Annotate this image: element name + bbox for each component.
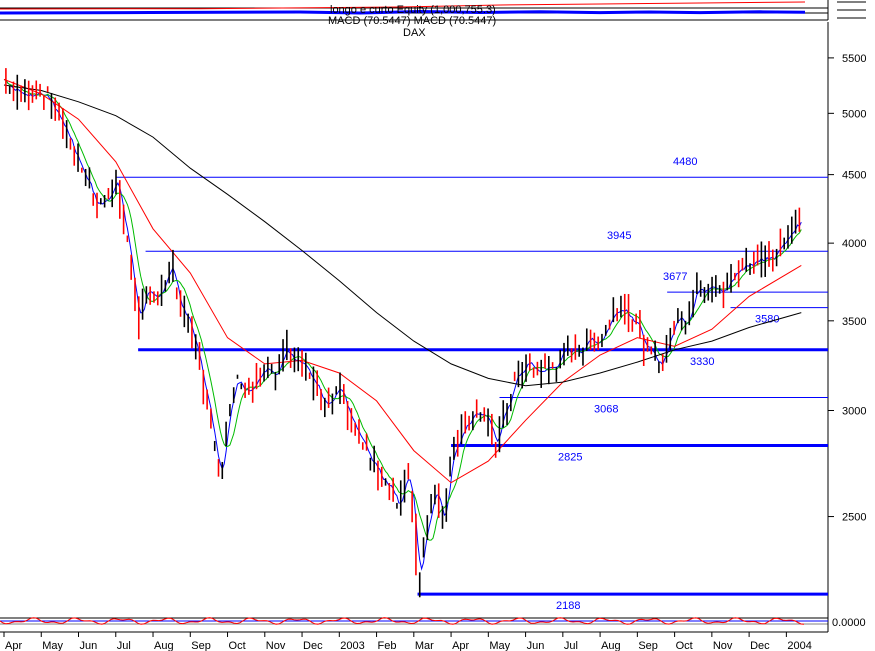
y-tick-label: 3000 xyxy=(842,405,866,417)
level-label: 3945 xyxy=(607,230,631,242)
y-tick-label: 4500 xyxy=(842,170,866,182)
x-tick-label: Nov xyxy=(713,640,733,651)
y-tick-label: 4000 xyxy=(842,238,866,250)
x-tick-label: Jun xyxy=(527,640,545,651)
x-tick-label: Sep xyxy=(191,640,211,651)
x-tick-label: 2003 xyxy=(340,640,364,651)
level-label: 2825 xyxy=(558,451,582,463)
x-axis: Apr May Jun Jul Aug Sep Oct Nov Dec 2003 Feb Mar Apr… xyxy=(3,632,812,651)
x-tick-label: Jul xyxy=(564,640,578,651)
x-tick-label: 2004 xyxy=(787,640,811,651)
ma-mid-line xyxy=(3,79,802,541)
x-tick-label: Sep xyxy=(638,640,658,651)
x-tick-label: Jun xyxy=(80,640,98,651)
level-label: 2188 xyxy=(556,600,580,612)
chart-title: DAX xyxy=(403,27,426,39)
level-label: 4480 xyxy=(673,156,697,168)
x-tick-label: May xyxy=(489,640,510,651)
x-tick-label: Aug xyxy=(601,640,621,651)
macd-label: MACD (70.5447) MACD (70.5447) xyxy=(328,15,496,27)
x-tick-label: Feb xyxy=(378,640,397,651)
level-label: 3580 xyxy=(755,314,779,326)
x-tick-label: Dec xyxy=(303,640,323,651)
level-label: 3330 xyxy=(690,356,714,368)
ma-short-line xyxy=(3,79,802,571)
y-tick-label: 3500 xyxy=(842,316,866,328)
x-tick-label: Apr xyxy=(452,640,469,651)
moving-averages xyxy=(3,78,802,571)
x-tick-label: Nov xyxy=(266,640,286,651)
price-series xyxy=(5,68,801,598)
support-resistance-levels: 4480 3945 3677 3580 3330 3068 2825 2188 xyxy=(115,156,828,612)
x-tick-label: Apr xyxy=(5,640,22,651)
macd-line xyxy=(0,617,805,625)
equity-panel: longo e curto Equity (1,000,755.3) MACD … xyxy=(0,0,866,39)
y-axis: 2500 3000 3500 4000 4500 5000 5500 xyxy=(828,53,866,524)
equity-label: longo e curto Equity (1,000,755.3) xyxy=(330,4,496,16)
x-tick-label: Oct xyxy=(229,640,246,651)
x-tick-label: May xyxy=(42,640,63,651)
ma-200-line xyxy=(3,84,802,387)
y-tick-label: 5500 xyxy=(842,53,866,65)
ma-long-line xyxy=(3,78,802,484)
level-label: 3068 xyxy=(594,403,618,415)
x-tick-label: Mar xyxy=(415,640,434,651)
y-tick-label: 5000 xyxy=(842,108,866,120)
x-tick-label: Aug xyxy=(154,640,174,651)
y-tick-label: 2500 xyxy=(842,512,866,524)
level-label: 3677 xyxy=(663,271,687,283)
x-tick-label: Dec xyxy=(750,640,770,651)
x-tick-label: Oct xyxy=(676,640,693,651)
macd-zero-label: 0.0000 xyxy=(832,617,866,629)
x-tick-label: Jul xyxy=(117,640,131,651)
